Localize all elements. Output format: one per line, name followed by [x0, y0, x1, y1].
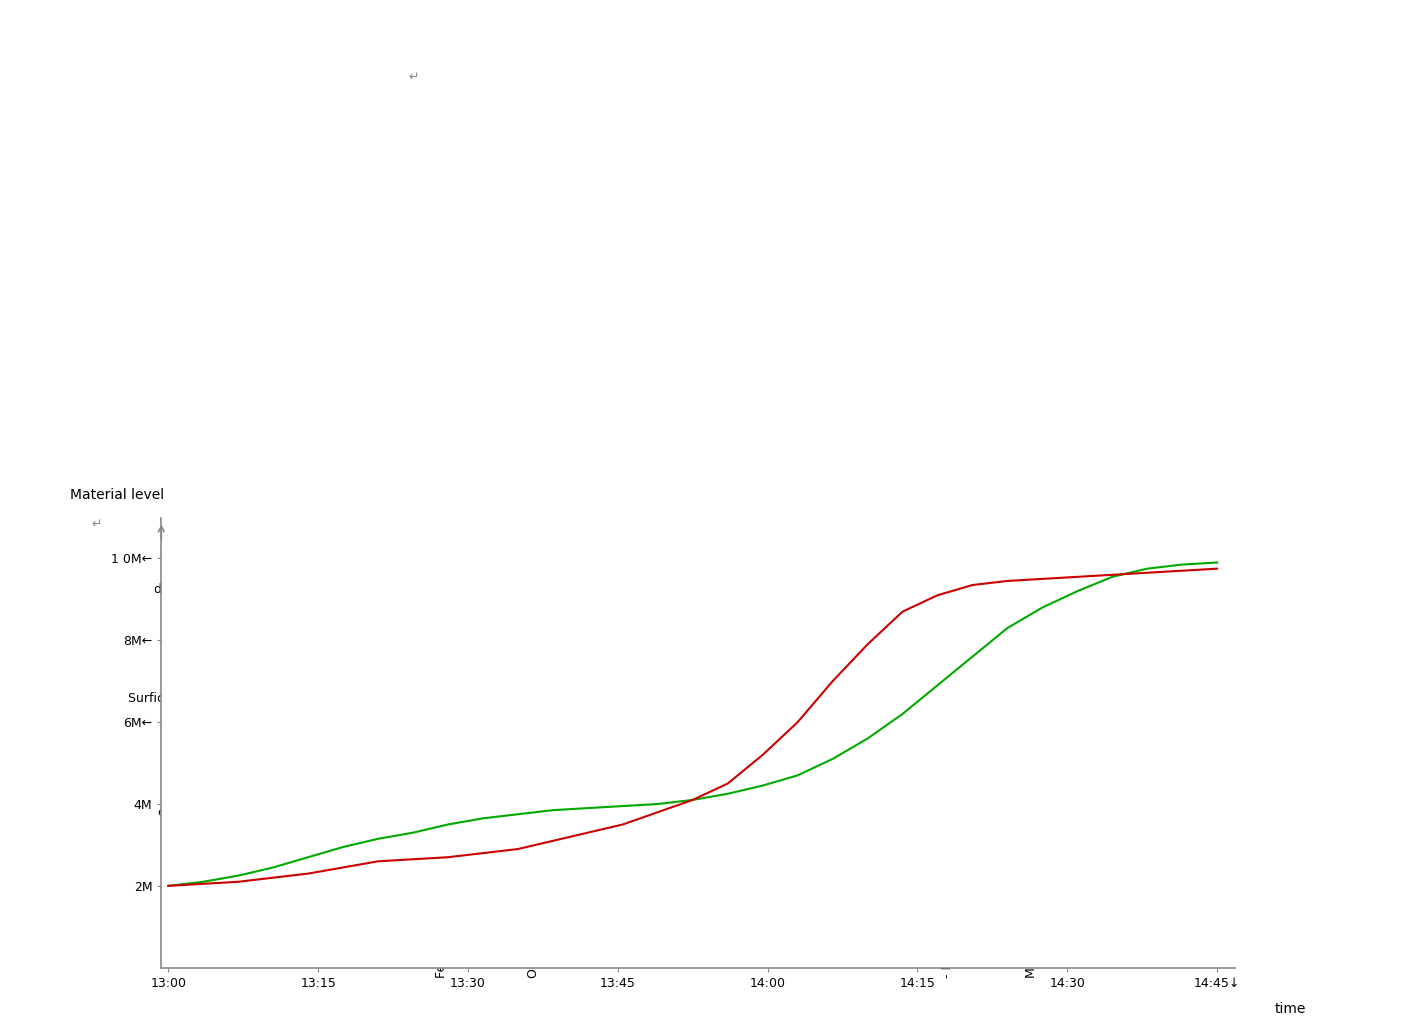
Text: weigh material level variation trend: weigh material level variation trend [902, 728, 1127, 740]
Text: ↵: ↵ [408, 71, 419, 84]
Text: Outgoing weighing: Outgoing weighing [526, 860, 540, 978]
Text: Variation trend: Variation trend [961, 823, 975, 916]
Bar [786, 657, 1066, 724]
Text: Surficial area: Surficial area [128, 692, 210, 705]
Text: Filter, process, statistics: Filter, process, statistics [842, 684, 1010, 698]
Text: diameter: diameter [153, 584, 210, 596]
Text: .: . [1045, 823, 1049, 836]
Text: - Radar electricity: - Radar electricity [940, 866, 954, 978]
Text: Conversion, regular inspection: Conversion, regular inspection [428, 691, 640, 706]
Bar [217, 533, 295, 875]
Text: Material level: Material level [70, 487, 164, 502]
Text: Silo property: Silo property [250, 659, 262, 748]
Text: Variation trend: Variation trend [526, 792, 540, 885]
Text: ↵: ↵ [91, 518, 101, 531]
Text: Feeding weighing: Feeding weighing [435, 868, 449, 978]
Text: ↵: ↵ [1082, 641, 1093, 653]
Text: time: time [1275, 1002, 1306, 1016]
Text: capacity: capacity [157, 806, 210, 819]
Text: ↵: ↵ [752, 744, 763, 757]
Text: Radar material level variation trend: Radar material level variation trend [902, 655, 1127, 668]
Text: volume: volume [164, 749, 210, 762]
Text: height: height [171, 635, 210, 648]
Text: Material flow switch: Material flow switch [1024, 853, 1038, 978]
